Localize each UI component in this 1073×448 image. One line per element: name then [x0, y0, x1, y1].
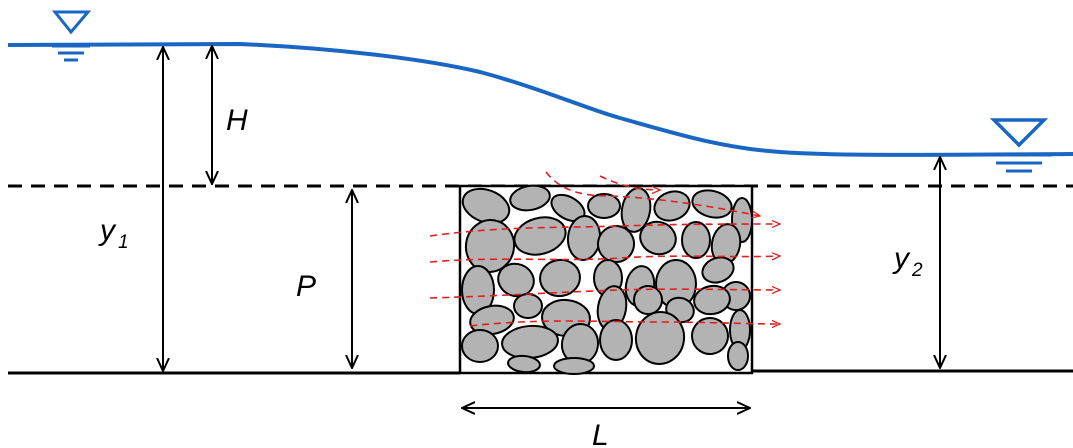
stone — [653, 190, 691, 222]
flow-line — [429, 256, 780, 263]
flow-line — [429, 224, 780, 237]
weir-stones — [461, 184, 753, 375]
water-surface-triangle-icon — [51, 10, 92, 62]
stone — [507, 354, 541, 374]
stone — [639, 220, 677, 256]
seepage-flow-lines — [429, 171, 780, 326]
water-surface-profile — [7, 41, 1073, 157]
stone — [691, 317, 729, 355]
label-p: P — [296, 270, 316, 303]
stone — [509, 184, 551, 212]
stone — [634, 311, 686, 365]
stone — [587, 193, 621, 219]
stone — [597, 225, 635, 263]
label-h: H — [226, 104, 248, 137]
gabion-weir — [429, 171, 780, 375]
stone — [553, 357, 595, 375]
stone — [539, 258, 581, 298]
stone — [461, 187, 511, 225]
flow-line — [429, 289, 780, 299]
label-y2-sub: 2 — [911, 260, 923, 281]
flow-line — [545, 171, 760, 216]
stone — [513, 293, 543, 319]
stone — [497, 262, 535, 298]
label-y1-main: y — [98, 214, 117, 247]
stone — [727, 341, 749, 371]
water-surface-triangle-icon — [986, 118, 1052, 173]
label-l: L — [592, 419, 609, 448]
label-y2-main: y — [892, 242, 911, 275]
stone — [599, 319, 633, 361]
stone — [691, 189, 733, 219]
stone — [469, 304, 515, 336]
stone — [461, 329, 499, 363]
stone — [701, 256, 735, 284]
flow-line — [599, 175, 660, 190]
stone — [681, 221, 711, 259]
flow-line — [469, 321, 780, 326]
stone — [633, 285, 663, 315]
label-y1-sub: 1 — [118, 232, 129, 253]
stone — [693, 284, 731, 316]
